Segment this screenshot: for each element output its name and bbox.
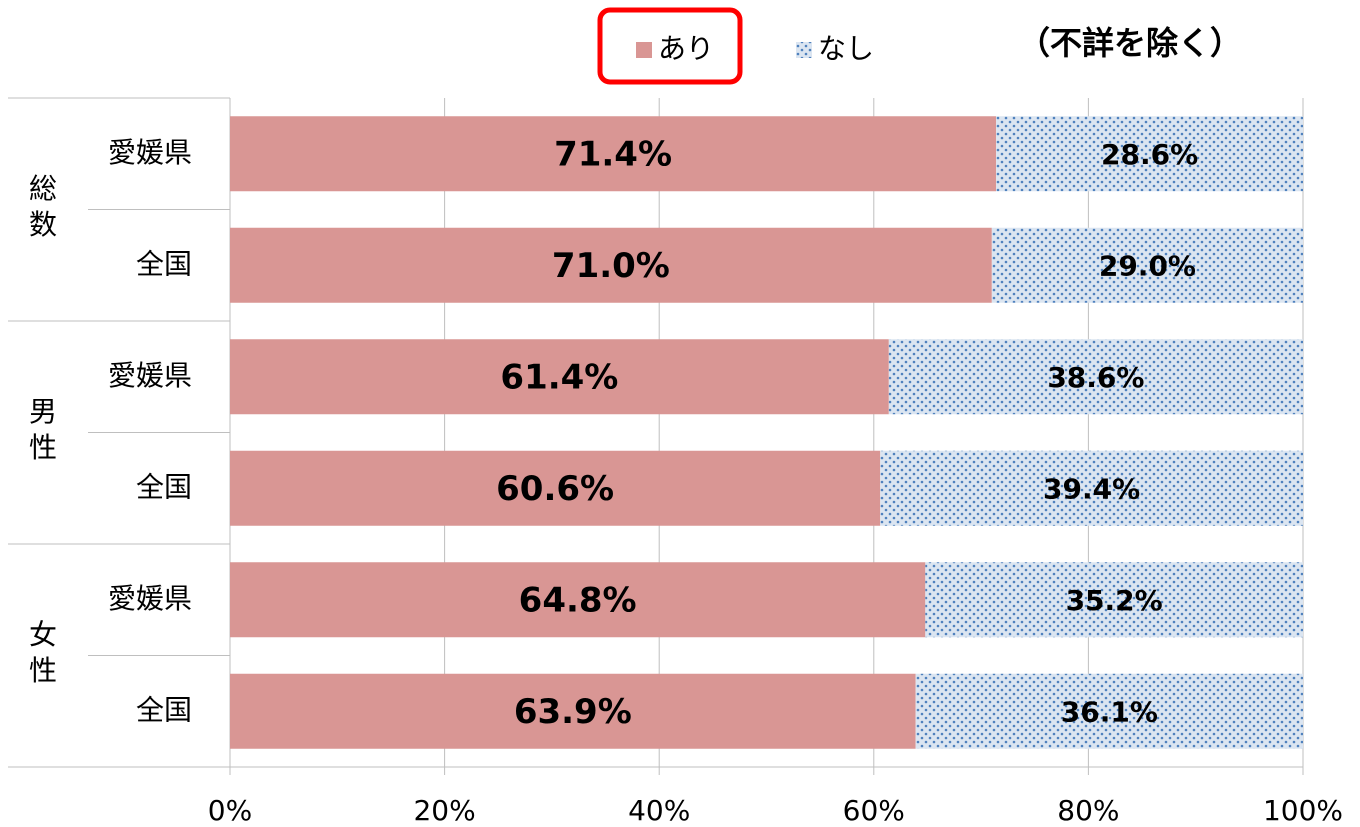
value-label: 28.6% — [1101, 138, 1198, 171]
bar-segment — [991, 227, 1303, 303]
value-label: 35.2% — [1066, 584, 1163, 617]
bar-segment — [925, 562, 1303, 638]
bar-segment — [880, 450, 1303, 526]
annotation: （不詳を除く） — [1018, 24, 1242, 62]
value-label: 63.9% — [514, 692, 632, 732]
x-tick-label: 20% — [413, 794, 475, 827]
group-label: 男性 — [25, 397, 58, 469]
legend-label: あり — [658, 32, 714, 65]
value-label: 71.0% — [552, 246, 670, 286]
bar-segment — [230, 227, 992, 303]
legend-label: なし — [818, 32, 874, 65]
bar-segment — [230, 673, 916, 749]
y-tick-label: 全国 — [136, 247, 192, 280]
value-label: 64.8% — [519, 580, 637, 620]
x-tick-label: 100% — [1263, 794, 1343, 827]
bar-segment — [230, 450, 881, 526]
x-tick-label: 80% — [1057, 794, 1119, 827]
x-tick-label: 40% — [628, 794, 690, 827]
group-label: 女性 — [25, 619, 58, 691]
y-tick-label: 全国 — [136, 470, 192, 503]
y-tick-label: 愛媛県 — [108, 359, 192, 392]
bar-segment — [996, 116, 1303, 192]
value-label: 39.4% — [1043, 472, 1140, 505]
legend-swatch — [636, 42, 652, 58]
bar-segment — [230, 339, 889, 415]
legend-swatch — [796, 42, 812, 58]
value-label: 60.6% — [496, 469, 614, 509]
y-tick-label: 愛媛県 — [108, 582, 192, 615]
legend-highlight — [597, 7, 743, 85]
value-label: 38.6% — [1047, 361, 1144, 394]
x-tick-label: 0% — [208, 794, 252, 827]
value-label: 36.1% — [1061, 695, 1158, 728]
x-tick-label: 60% — [843, 794, 905, 827]
bar-segment — [230, 116, 997, 192]
value-label: 61.4% — [500, 357, 618, 397]
value-label: 29.0% — [1099, 249, 1196, 282]
y-tick-label: 愛媛県 — [108, 136, 192, 169]
group-label: 総数 — [25, 173, 58, 245]
bar-segment — [230, 562, 926, 638]
bar-segment — [888, 339, 1303, 415]
y-tick-label: 全国 — [136, 693, 192, 726]
bar-segment — [915, 673, 1303, 749]
value-label: 71.4% — [554, 134, 672, 174]
